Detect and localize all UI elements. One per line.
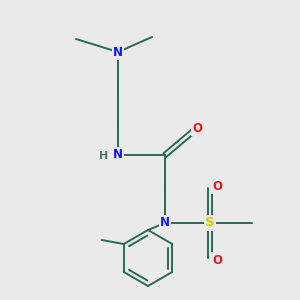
Text: O: O (212, 179, 222, 193)
Text: S: S (205, 217, 215, 230)
Text: N: N (113, 46, 123, 59)
Text: O: O (212, 254, 222, 266)
Text: N: N (160, 217, 170, 230)
Text: H: H (99, 151, 109, 161)
Text: O: O (192, 122, 202, 134)
Text: N: N (113, 148, 123, 161)
